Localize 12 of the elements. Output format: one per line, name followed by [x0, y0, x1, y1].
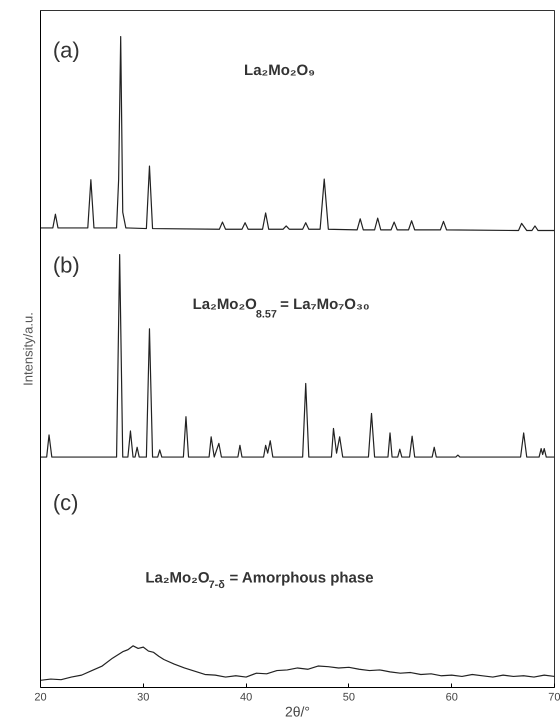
annotation: (a): [52, 38, 80, 63]
x-tick-label: 60: [446, 692, 458, 704]
x-tick-label: 50: [342, 692, 356, 704]
annotation: (c): [52, 490, 78, 515]
x-axis-title: 2θ/°: [284, 704, 310, 720]
x-tick-label: 30: [137, 692, 150, 704]
y-axis-title: Intensity/a.u.: [20, 312, 36, 386]
x-tick-label: 20: [34, 692, 47, 704]
x-tick-label: 40: [240, 692, 252, 704]
annotation: La₂Mo₂O₉: [244, 62, 315, 79]
annotation: (b): [52, 252, 80, 278]
x-tick-label: 70: [548, 692, 560, 704]
